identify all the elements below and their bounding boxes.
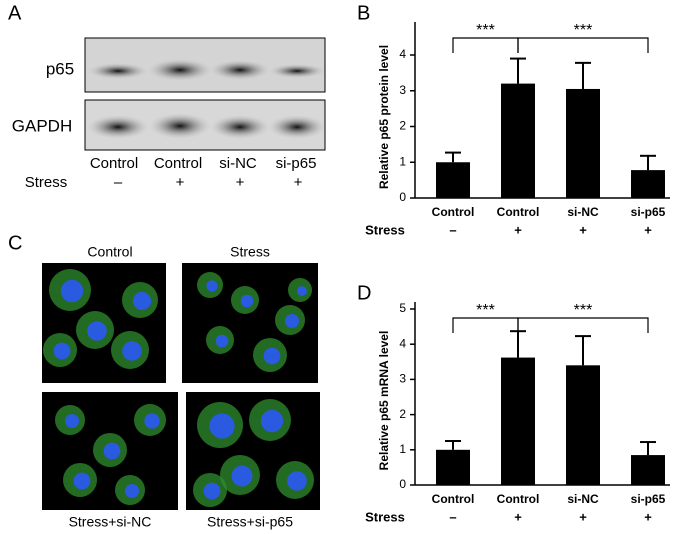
y-tick-label: 4 (399, 336, 406, 350)
nucleus (240, 294, 254, 308)
x-tick-label: Control (432, 205, 475, 219)
lane-label: si-NC (219, 155, 257, 172)
nucleus (53, 342, 71, 360)
significance-bracket (517, 317, 649, 333)
y-tick-label: 1 (399, 442, 406, 456)
x-tick-label: Control (497, 492, 540, 506)
significance-bracket (452, 317, 519, 333)
stress-sign: + (644, 509, 652, 524)
nucleus (144, 413, 160, 429)
lane-label: Control (90, 155, 138, 172)
bar (436, 162, 470, 198)
stress-sign: – (114, 174, 123, 191)
y-tick-label: 2 (399, 407, 406, 421)
nucleus (209, 413, 235, 439)
micrographs (42, 263, 320, 510)
significance-label: *** (574, 22, 593, 39)
panel-label: D (357, 282, 371, 304)
nucleus (215, 334, 229, 348)
image-title: Stress+si-p65 (207, 514, 293, 530)
significance-label: *** (476, 22, 495, 39)
blot-bands (87, 59, 326, 139)
bar (501, 83, 535, 198)
stress-sign: + (579, 222, 587, 237)
image-title: Stress+si-NC (69, 514, 152, 530)
stress-label: Stress (25, 174, 68, 191)
panel-label: C (8, 232, 22, 254)
significance-label: *** (574, 302, 593, 319)
x-tick-label: si-p65 (631, 205, 666, 219)
nucleus (231, 465, 253, 487)
panel-label: A (8, 2, 22, 24)
image-title: Stress (230, 244, 270, 260)
lane-label: Control (154, 155, 202, 172)
x-tick-label: si-NC (567, 492, 599, 506)
x-tick-label: Control (497, 205, 540, 219)
blot-row-label: GAPDH (12, 116, 72, 135)
stress-label: Stress (365, 222, 405, 237)
y-tick-label: 0 (399, 190, 406, 204)
y-tick-label: 1 (399, 154, 406, 168)
nucleus (260, 409, 284, 433)
y-tick-label: 5 (399, 301, 406, 315)
nucleus (287, 471, 307, 491)
stress-sign: – (449, 222, 456, 237)
nucleus (203, 482, 221, 500)
stress-sign: – (449, 509, 456, 524)
y-axis-label: Relative p65 protein level (377, 45, 391, 189)
nucleus (206, 280, 218, 292)
bar (631, 170, 665, 198)
y-tick-label: 3 (399, 83, 406, 97)
significance-bracket (452, 37, 519, 53)
nucleus (87, 321, 107, 341)
nucleus (285, 314, 299, 328)
nucleus (103, 442, 121, 460)
nucleus (65, 414, 79, 428)
blot-row-label: p65 (46, 59, 74, 78)
bar (501, 357, 535, 485)
significance-label: *** (476, 302, 495, 319)
bar (631, 455, 665, 485)
nucleus (297, 286, 307, 296)
bar (566, 88, 600, 198)
stress-sign: + (176, 174, 185, 191)
lane-label: si-p65 (276, 155, 317, 172)
stress-sign: + (579, 509, 587, 524)
nucleus (132, 291, 152, 311)
stress-sign: + (294, 174, 303, 191)
x-tick-label: Control (432, 492, 475, 506)
bar (436, 449, 470, 485)
significance-bracket (517, 37, 649, 53)
bar (566, 365, 600, 485)
x-tick-label: si-p65 (631, 492, 666, 506)
y-tick-label: 4 (399, 47, 406, 61)
nucleus (60, 279, 84, 303)
stress-sign: + (514, 222, 522, 237)
image-title: Control (87, 244, 132, 260)
stress-sign: + (644, 222, 652, 237)
y-tick-label: 2 (399, 119, 406, 133)
panel-label: B (357, 2, 370, 24)
nucleus (263, 347, 281, 365)
y-axis-label: Relative p65 mRNA level (377, 331, 391, 471)
stress-sign: + (514, 509, 522, 524)
y-tick-label: 0 (399, 477, 406, 491)
nucleus (73, 472, 91, 490)
x-tick-label: si-NC (567, 205, 599, 219)
stress-label: Stress (365, 509, 405, 524)
y-tick-label: 3 (399, 372, 406, 386)
nucleus (122, 341, 142, 361)
stress-sign: + (236, 174, 245, 191)
nucleus (125, 484, 139, 498)
